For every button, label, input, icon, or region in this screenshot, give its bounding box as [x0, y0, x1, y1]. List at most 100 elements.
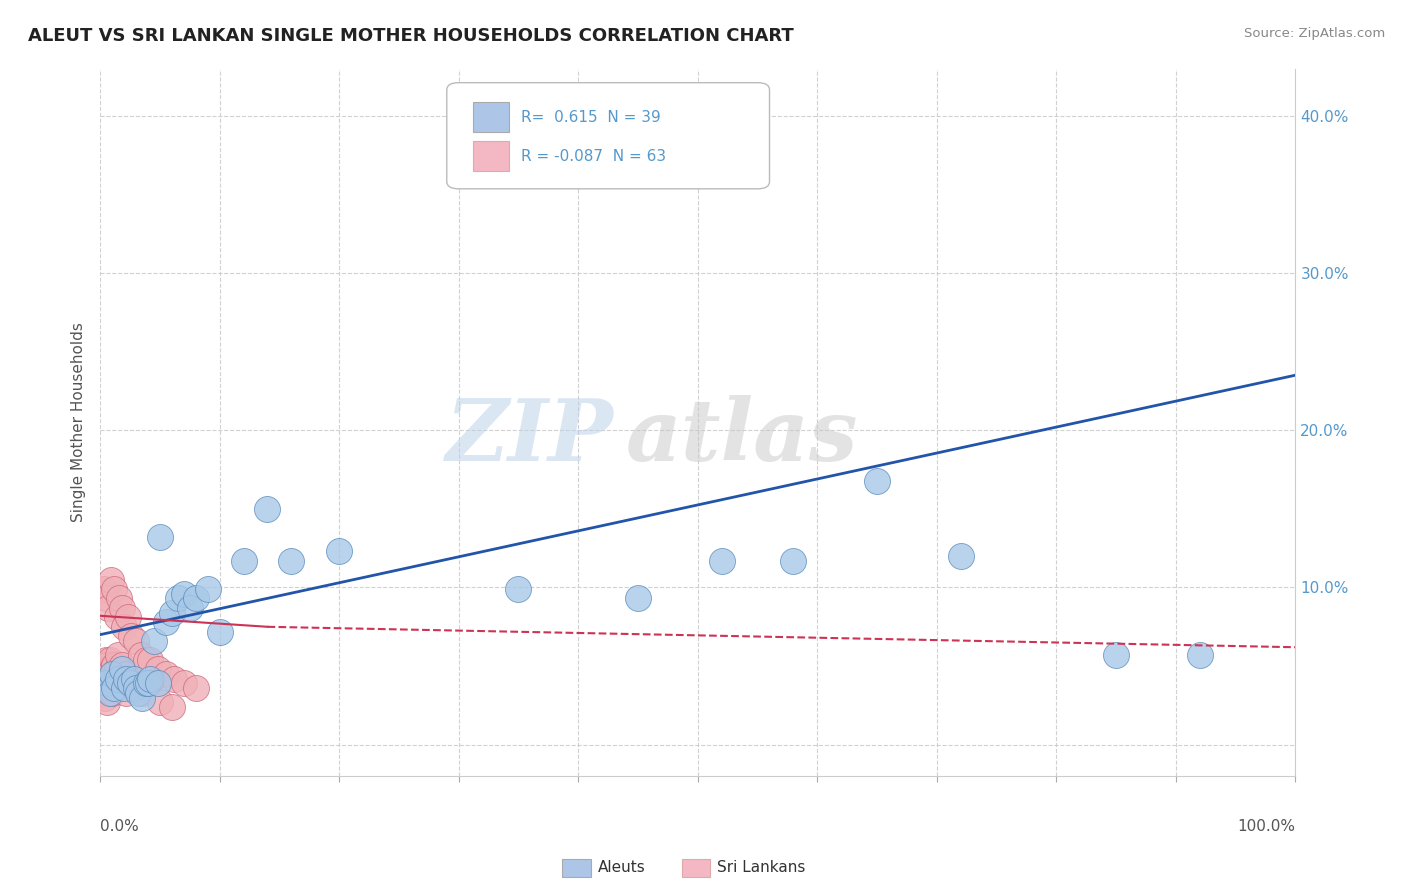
Point	[115, 627, 138, 641]
Point	[101, 643, 124, 657]
Point	[104, 635, 127, 649]
Point	[103, 604, 125, 618]
Text: Sri Lankans: Sri Lankans	[717, 861, 806, 875]
Point	[142, 565, 165, 579]
Point	[97, 509, 120, 524]
Point	[127, 651, 149, 665]
Point	[91, 651, 114, 665]
Point	[100, 462, 122, 476]
Y-axis label: Single Mother Households: Single Mother Households	[72, 322, 86, 523]
Point	[91, 635, 114, 649]
Point	[1188, 588, 1211, 602]
Point	[166, 494, 188, 508]
Point	[160, 517, 183, 532]
Point	[280, 431, 302, 445]
Point	[97, 643, 120, 657]
Point	[108, 627, 131, 641]
Point	[179, 509, 201, 524]
Bar	[472, 142, 509, 171]
Point	[782, 431, 804, 445]
Point	[232, 431, 254, 445]
Point	[90, 627, 112, 641]
Point	[93, 478, 115, 492]
Point	[94, 612, 117, 626]
Point	[155, 620, 177, 634]
Point	[508, 478, 530, 492]
Point	[208, 549, 231, 563]
Point	[139, 596, 162, 610]
Point	[96, 604, 118, 618]
Point	[115, 620, 138, 634]
Point	[131, 659, 153, 673]
Point	[256, 344, 278, 359]
Point	[103, 620, 125, 634]
Point	[866, 297, 889, 311]
Point	[163, 627, 186, 641]
Point	[91, 620, 114, 634]
Point	[105, 525, 128, 540]
Point	[111, 509, 134, 524]
Point	[149, 667, 172, 681]
Point	[101, 620, 124, 634]
Point	[149, 392, 172, 406]
Point	[139, 635, 162, 649]
Point	[107, 627, 129, 641]
Point	[105, 612, 128, 626]
Point	[129, 588, 152, 602]
Point	[710, 431, 733, 445]
Point	[104, 627, 127, 641]
Text: R=  0.615  N = 39: R= 0.615 N = 39	[520, 110, 661, 125]
Point	[90, 612, 112, 626]
Point	[118, 643, 141, 657]
Point	[184, 494, 207, 508]
Point	[100, 635, 122, 649]
Point	[173, 486, 195, 500]
Point	[949, 423, 972, 437]
Bar	[472, 103, 509, 132]
Point	[94, 643, 117, 657]
Point	[111, 612, 134, 626]
Point	[160, 674, 183, 689]
Point	[93, 627, 115, 641]
Point	[97, 627, 120, 641]
Point	[98, 596, 121, 610]
Point	[107, 588, 129, 602]
Point	[146, 612, 169, 626]
Text: Source: ZipAtlas.com: Source: ZipAtlas.com	[1244, 27, 1385, 40]
Point	[197, 478, 219, 492]
Point	[94, 596, 117, 610]
Point	[112, 635, 135, 649]
Point	[94, 659, 117, 673]
Point	[146, 635, 169, 649]
Point	[122, 643, 145, 657]
Point	[98, 612, 121, 626]
Point	[94, 620, 117, 634]
Point	[184, 643, 207, 657]
Point	[173, 635, 195, 649]
Point	[98, 651, 121, 665]
Point	[103, 478, 125, 492]
Point	[131, 651, 153, 665]
Point	[100, 627, 122, 641]
Point	[96, 635, 118, 649]
Point	[101, 651, 124, 665]
Point	[108, 494, 131, 508]
Text: ALEUT VS SRI LANKAN SINGLE MOTHER HOUSEHOLDS CORRELATION CHART: ALEUT VS SRI LANKAN SINGLE MOTHER HOUSEH…	[28, 27, 794, 45]
Point	[135, 596, 157, 610]
Point	[118, 635, 141, 649]
Text: 100.0%: 100.0%	[1237, 819, 1295, 834]
Point	[98, 643, 121, 657]
Point	[125, 643, 148, 657]
Point	[627, 494, 650, 508]
Point	[96, 667, 118, 681]
Point	[111, 604, 134, 618]
Point	[136, 635, 159, 649]
Point	[112, 541, 135, 556]
Text: ZIP: ZIP	[446, 395, 614, 478]
Point	[112, 643, 135, 657]
Point	[94, 635, 117, 649]
Point	[139, 627, 162, 641]
Point	[1105, 588, 1128, 602]
Point	[93, 604, 115, 618]
Text: Aleuts: Aleuts	[598, 861, 645, 875]
